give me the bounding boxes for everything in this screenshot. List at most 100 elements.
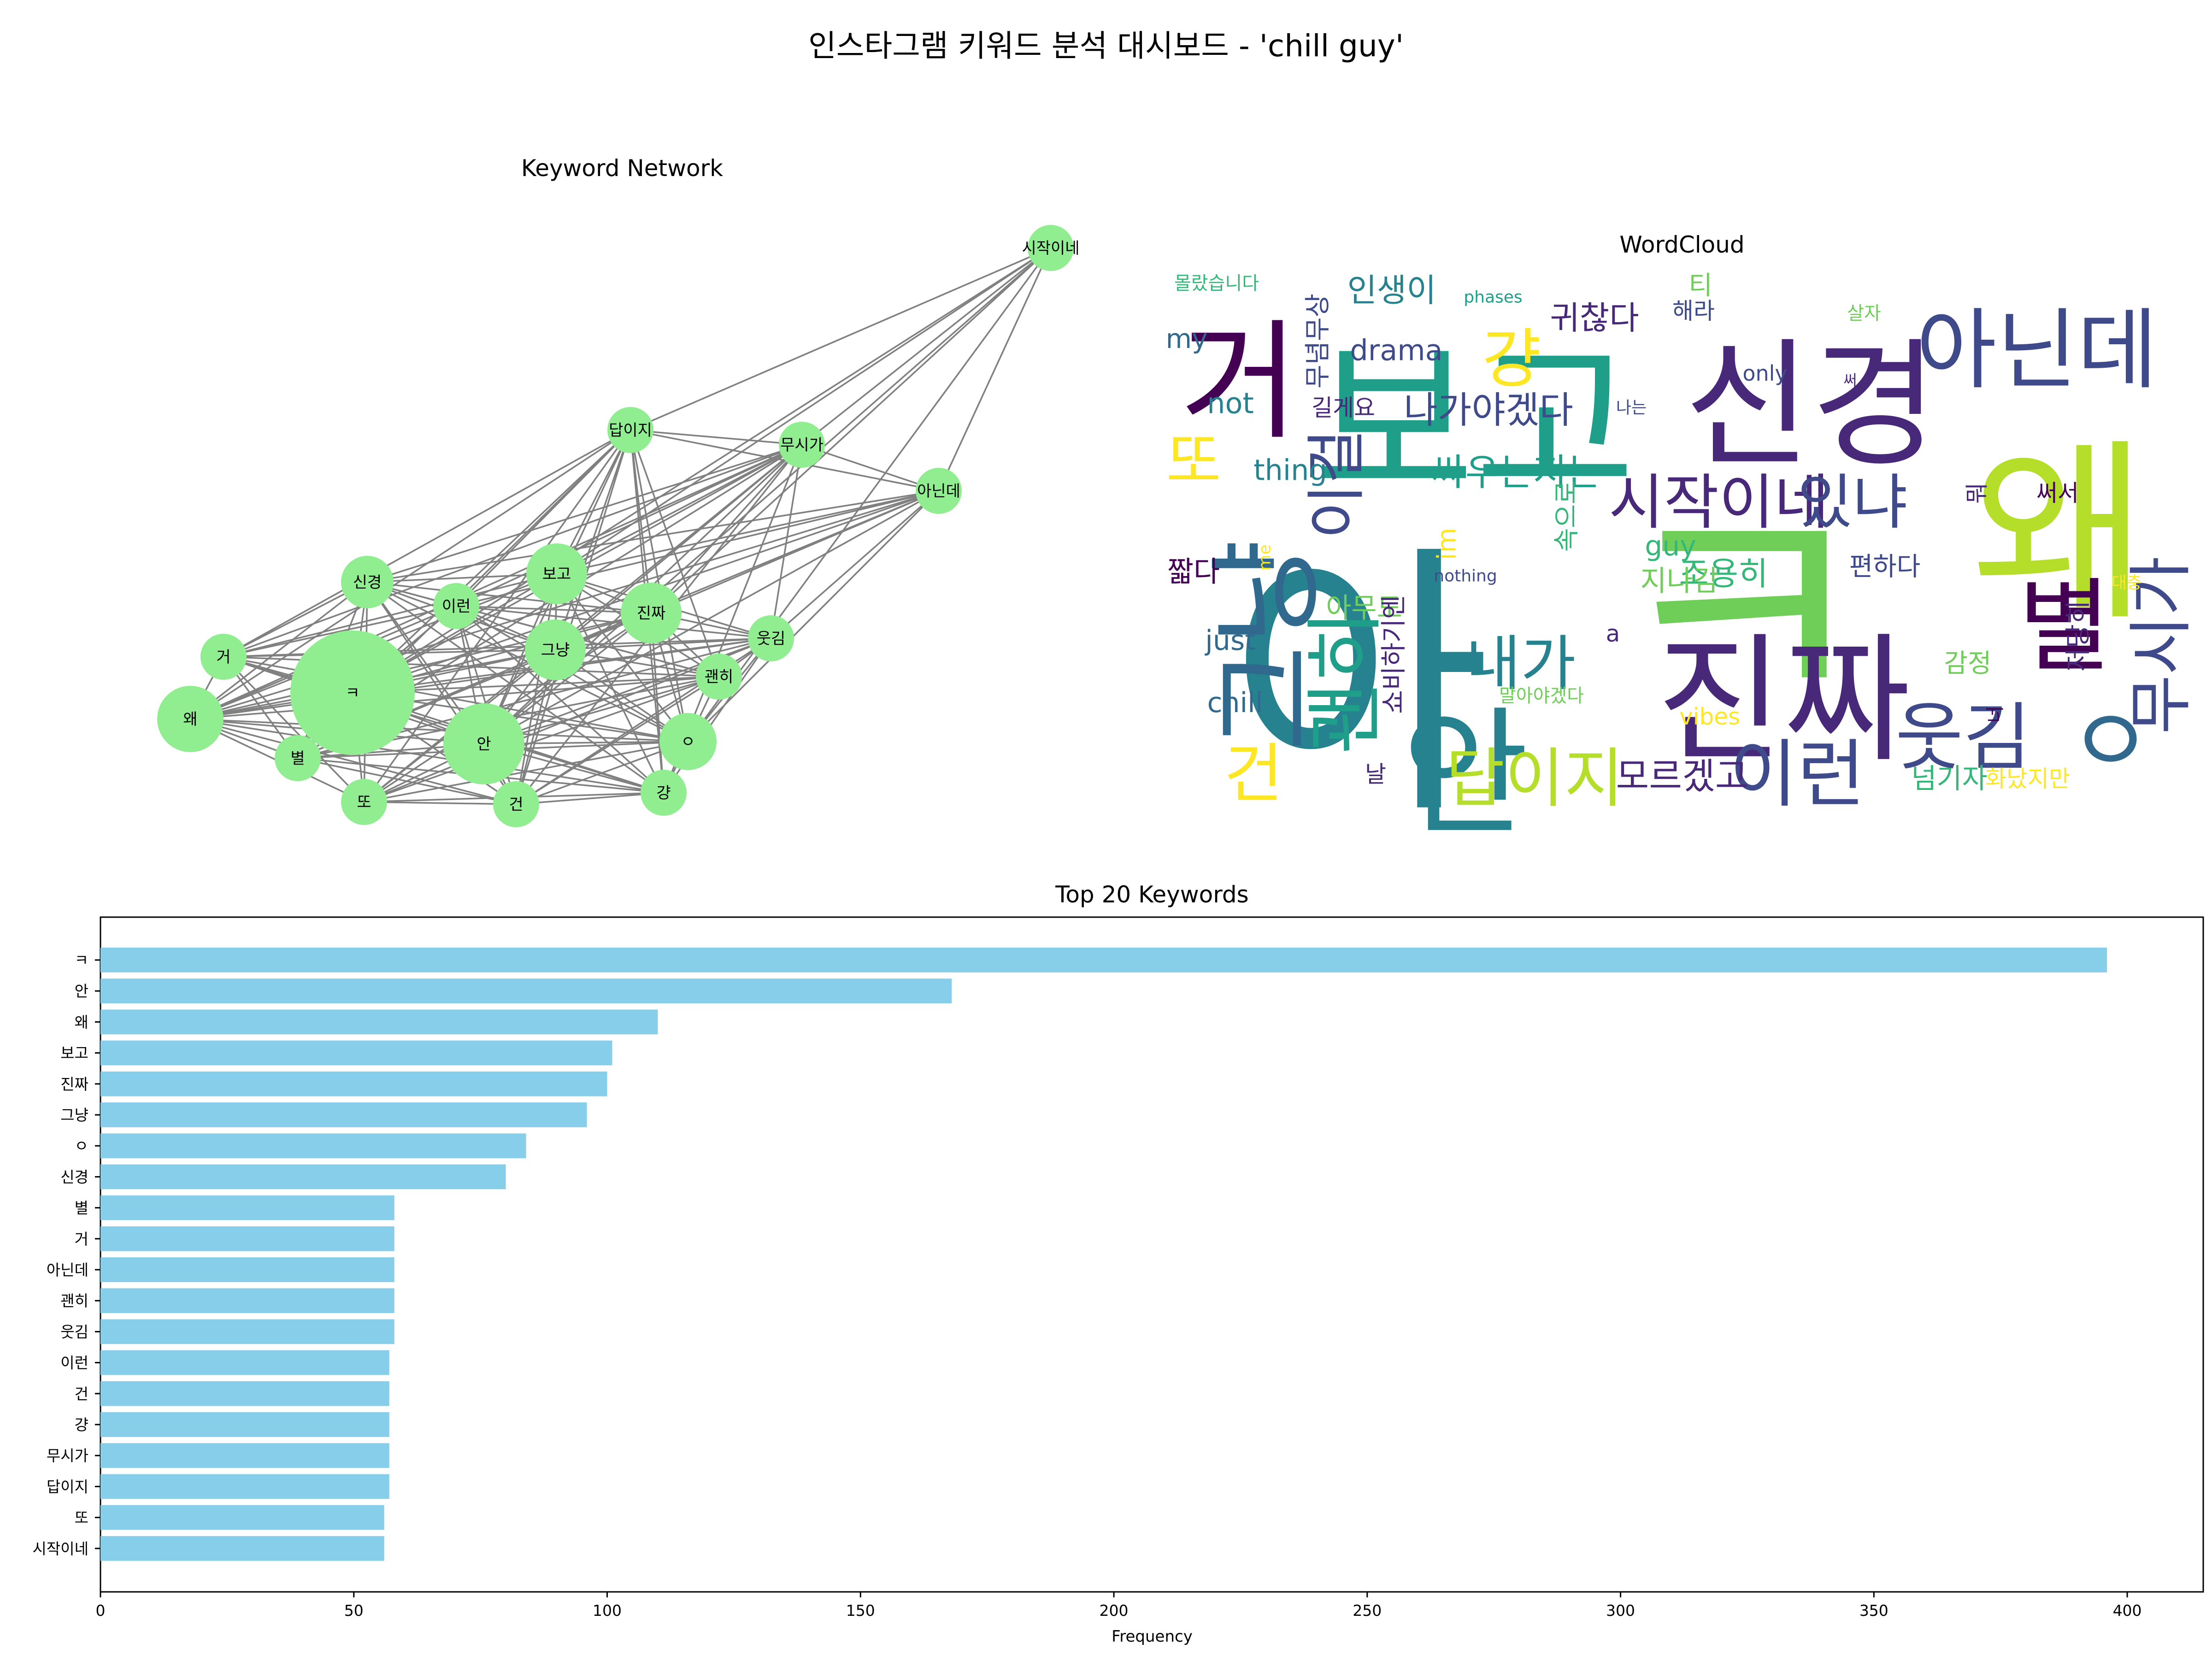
network-edge	[516, 792, 664, 805]
bar-시작이네	[100, 1536, 384, 1561]
network-node-label: 무시가	[780, 436, 824, 454]
wordcloud-word: 편하다	[1849, 552, 1921, 582]
network-node-label: 진짜	[637, 604, 666, 623]
wordcloud-word: 몰랐습니다	[1174, 273, 1259, 294]
wordcloud-word: 답이지	[1446, 742, 1624, 817]
wordcloud-word: nothing	[1434, 567, 1497, 586]
y-tick-label: 그냥	[60, 1106, 88, 1124]
network-node-label: 웃김	[757, 630, 786, 648]
wordcloud-word: ㅋ	[1606, 442, 1878, 785]
wordcloud-word: 감정	[1944, 649, 1991, 679]
wordcloud-word: 무념무상	[1303, 294, 1333, 389]
wordcloud-word: drama	[1350, 334, 1442, 367]
wordcloud-word: 길게요	[1312, 395, 1375, 421]
network-node-label: 별	[290, 749, 305, 768]
wordcloud-word: 넘기자	[1911, 763, 1988, 795]
wordcloud-word: 지나감	[1640, 564, 1719, 598]
y-tick-label: 걍	[75, 1416, 88, 1434]
wordcloud-word: 짧다	[1167, 555, 1220, 589]
network-edge	[629, 430, 720, 677]
network-node	[525, 619, 586, 680]
x-tick-label: 0	[96, 1602, 106, 1620]
network-node-label: 괜히	[705, 668, 734, 686]
network-node-label: ㅋ	[345, 684, 359, 702]
bar-보고	[100, 1040, 612, 1066]
wordcloud-word: 있냐	[1797, 467, 1907, 537]
wordcloud-word: 해라	[1672, 298, 1715, 324]
network-edge	[364, 676, 719, 803]
network-node-label: 이런	[442, 597, 471, 616]
figure-title: 인스타그램 키워드 분석 대시보드 - 'chill guy'	[808, 28, 1404, 64]
wordcloud-word: 이런	[1730, 731, 1865, 818]
network-edge	[297, 757, 517, 805]
y-tick-label: 진짜	[60, 1075, 88, 1093]
network-node-label: 신경	[353, 573, 382, 592]
network-edge	[190, 718, 517, 805]
network-edge	[352, 429, 631, 694]
network-edge	[687, 247, 1052, 742]
network-edge	[456, 605, 719, 677]
network-edge	[366, 581, 665, 794]
network-edge	[190, 676, 719, 720]
network-edge	[456, 605, 652, 614]
bars	[100, 948, 2107, 1561]
network-node-label: 또	[357, 793, 371, 812]
network-edge	[938, 247, 1052, 491]
network-node	[526, 543, 587, 604]
wordcloud-word: 아닌데	[1916, 300, 2158, 401]
network-node	[157, 686, 224, 752]
bar-아닌데	[100, 1257, 394, 1282]
y-tick-label: 또	[75, 1509, 88, 1527]
x-tick-label: 300	[1606, 1602, 1635, 1620]
network-node	[433, 583, 479, 629]
network-edge	[223, 429, 631, 658]
wordcloud-word: guy	[1645, 530, 1696, 562]
wordcloud-word: 이걸	[1301, 429, 1371, 539]
wordcloud-word: 웃김	[1895, 695, 2031, 781]
x-tick-label: 100	[593, 1602, 622, 1620]
wordcloud-word: 말아야겠다	[1499, 685, 1584, 707]
network-edge	[630, 429, 802, 446]
wordcloud-word: 아	[1228, 521, 1491, 853]
network-edge	[456, 605, 771, 639]
network-edge	[456, 490, 939, 607]
network-edge	[687, 490, 940, 742]
network-node-label: 거	[216, 648, 230, 666]
network-edge	[650, 247, 1052, 614]
bar-ㅇ	[100, 1133, 526, 1159]
wordcloud-word: 너	[1985, 706, 2006, 723]
wordcloud-word: a	[1606, 620, 1620, 647]
y-tick-label: 왜	[75, 1013, 88, 1031]
wordcloud-word: 시작이네	[1609, 467, 1829, 537]
y-tick-label: ㅋ	[75, 951, 88, 969]
network-edge	[455, 605, 665, 794]
network-edge	[190, 718, 664, 794]
network-node-label: 왜	[183, 710, 197, 729]
x-tick-label: 250	[1353, 1602, 1382, 1620]
network-edge	[770, 490, 940, 639]
bar-또	[100, 1505, 384, 1530]
network-edge	[455, 429, 631, 607]
wordcloud-word: 써서	[2036, 480, 2079, 507]
wordcloud-word: 써	[1843, 371, 1857, 389]
wordcloud-word: me	[1256, 544, 1275, 571]
network-edge	[515, 430, 631, 805]
y-tick-label: 아닌데	[47, 1261, 88, 1279]
wordcloud-word: 별	[2018, 568, 2111, 686]
wordcloud-word: 보고	[1313, 322, 1635, 526]
wordcloud-title: WordCloud	[1619, 231, 1744, 258]
y-tick-label: 안	[75, 982, 88, 1000]
network-node-label: 시작이네	[1022, 239, 1079, 258]
network-edge	[364, 801, 517, 805]
y-tick-label: 거	[75, 1230, 88, 1248]
y-tick-label: 신경	[60, 1168, 88, 1186]
network-edge	[363, 429, 631, 803]
bar-그냥	[100, 1102, 587, 1127]
wordcloud-word: 속으로	[1552, 481, 1582, 552]
wordcloud-word: 화났지만	[1985, 766, 2070, 792]
bar-거	[100, 1226, 394, 1251]
network-node	[607, 407, 653, 453]
wordcloud-word: 날	[1365, 761, 1386, 788]
